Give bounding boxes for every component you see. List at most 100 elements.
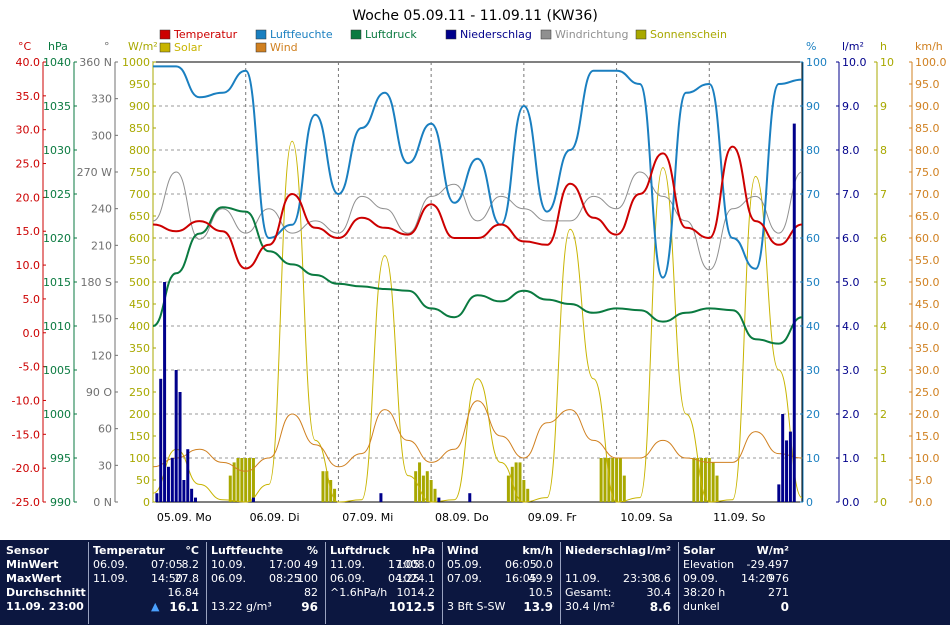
legend-swatch bbox=[159, 29, 171, 40]
durchschnitt-label: Durchschnitt bbox=[6, 586, 86, 599]
legend-label: Wind bbox=[270, 41, 298, 54]
wind-unit: km/h bbox=[522, 544, 553, 557]
axis-tick-label: 1025 bbox=[43, 188, 71, 201]
temperatur-cell-v: 16.1 bbox=[169, 600, 199, 614]
axis-tick-label: 60.0 bbox=[915, 232, 940, 245]
sunshine-bar bbox=[510, 466, 514, 502]
solar-row: dunkel 0 bbox=[683, 600, 792, 614]
luftfeuchte-row: 13.22 g/m³ 96 bbox=[211, 600, 321, 614]
niederschlag-row bbox=[565, 558, 674, 572]
solar-cell-a: Elevation bbox=[683, 558, 735, 571]
axis-unit: hPa bbox=[48, 40, 68, 53]
axis-tick-label: 850 bbox=[129, 122, 150, 135]
axis-tick-label: 0 bbox=[806, 496, 813, 509]
axis-unit: W/m² bbox=[128, 40, 158, 53]
luftdruck-cell-v: 1024.1 bbox=[396, 572, 436, 585]
luftfeuchte-cell-v: 100 bbox=[297, 572, 318, 585]
solar-cell-a: 38:20 h bbox=[683, 586, 726, 599]
axis-tick-label: 8.0 bbox=[842, 144, 860, 157]
axis-tick-label: 0.0 bbox=[842, 496, 860, 509]
axis-tick-label: 100.0 bbox=[915, 56, 947, 69]
axis-tick-label: 2.0 bbox=[842, 408, 860, 421]
axis-tick-label: 3.0 bbox=[842, 364, 860, 377]
luftdruck-header-label: Luftdruck bbox=[330, 544, 390, 557]
precipitation-bar bbox=[251, 497, 255, 502]
solar-cell-a: 09.09. bbox=[683, 572, 718, 585]
axis-tick-label: 5.0 bbox=[23, 293, 41, 306]
wind-column: Wind km/h 05.09. 06:05 0.0 07.09. 16:05 49.9 10.… bbox=[447, 544, 556, 624]
sensor-header: Sensor bbox=[6, 544, 49, 557]
temperatur-cell-b: 07:05 bbox=[151, 558, 183, 571]
axis-tick-label: 0.0 bbox=[915, 496, 933, 509]
axis-tick-label: 350 bbox=[129, 342, 150, 355]
axis-tick-label: 3 bbox=[880, 364, 887, 377]
axis-tick-label: 25.0 bbox=[915, 386, 940, 399]
axis-tick-label: 10 bbox=[806, 452, 820, 465]
precipitation-bar bbox=[193, 497, 197, 502]
legend-swatch bbox=[159, 42, 171, 53]
precipitation-bar bbox=[166, 466, 170, 502]
axis-tick-label: 50 bbox=[806, 276, 820, 289]
axis-tick-label: 10 bbox=[880, 56, 894, 69]
niederschlag-cell-a: 30.4 l/m² bbox=[565, 600, 615, 613]
axis-tick-label: 50.0 bbox=[915, 276, 940, 289]
axis-tick-label: 300 bbox=[91, 129, 112, 142]
precipitation-bar bbox=[178, 392, 182, 502]
luftdruck-row: 1012.5 bbox=[330, 600, 438, 614]
sunshine-bar bbox=[236, 458, 240, 502]
temperatur-cell-a: 06.09. bbox=[93, 558, 128, 571]
legend-swatch bbox=[540, 29, 552, 40]
luftdruck-cell-v: 1008.0 bbox=[396, 558, 436, 571]
axis-tick-label: 30 bbox=[98, 459, 112, 472]
sunshine-bar bbox=[526, 488, 530, 502]
wind-row: 05.09. 06:05 0.0 bbox=[447, 558, 556, 572]
luftdruck-column: Luftdruck hPa 11.09. 17:05 1008.0 06.09. 04:25… bbox=[330, 544, 438, 624]
wind-cell-a: 07.09. bbox=[447, 572, 482, 585]
axis-tick-label: 7.0 bbox=[842, 188, 860, 201]
luftdruck-row: ^1.6hPa/h 1014.2 bbox=[330, 586, 438, 600]
axis-tick-label: 0.0 bbox=[23, 327, 41, 340]
day-label: 10.09. Sa bbox=[620, 511, 672, 524]
axis-unit: ° bbox=[104, 40, 110, 53]
sunshine-bar bbox=[599, 458, 603, 502]
axis-tick-label: 1020 bbox=[43, 232, 71, 245]
sunshine-bar bbox=[251, 458, 255, 502]
legend-label: Niederschlag bbox=[460, 28, 532, 41]
wind-cell-v: 0.0 bbox=[535, 558, 554, 571]
axis-tick-label: 120 bbox=[91, 349, 112, 362]
precipitation-bar bbox=[163, 282, 167, 502]
axis-tick-label: 270 W bbox=[77, 166, 112, 179]
axis-tick-label: 5 bbox=[880, 276, 887, 289]
legend-swatch bbox=[445, 29, 457, 40]
statistics-table: Sensor MinWert MaxWert Durchschnitt 11.0… bbox=[0, 540, 950, 625]
luftdruck-unit: hPa bbox=[411, 544, 435, 557]
niederschlag-header-label: Niederschlag bbox=[565, 544, 647, 557]
sensor-column: Sensor MinWert MaxWert Durchschnitt 11.0… bbox=[6, 544, 86, 624]
axis-tick-label: 360 N bbox=[79, 56, 112, 69]
temperatur-cell-v: 27.8 bbox=[174, 572, 200, 585]
axis-tick-label: 950 bbox=[129, 78, 150, 91]
legend-label: Solar bbox=[174, 41, 203, 54]
axis-tick-label: 0 N bbox=[93, 496, 112, 509]
axis-tick-label: 150 bbox=[91, 313, 112, 326]
wind-cell-v: 49.9 bbox=[528, 572, 554, 585]
axis-tick-label: 1005 bbox=[43, 364, 71, 377]
luftfeuchte-cell-b: 17:00 bbox=[269, 558, 301, 571]
wind-cell-b: 06:05 bbox=[505, 558, 537, 571]
axis-tick-label: 7 bbox=[880, 188, 887, 201]
axis-tick-label: 650 bbox=[129, 210, 150, 223]
luftdruck-cell-a: 06.09. bbox=[330, 572, 365, 585]
solar-column: Solar W/m² Elevation -29.497 09.09. 14:20 976 3… bbox=[683, 544, 792, 624]
solar-cell-b: 14:20 bbox=[741, 572, 773, 585]
axis-tick-label: 10.0 bbox=[842, 56, 867, 69]
axis-tick-label: 8 bbox=[880, 144, 887, 157]
solar-cell-v: 0 bbox=[780, 600, 789, 614]
axis-tick-label: 10.0 bbox=[915, 452, 940, 465]
sunshine-bar bbox=[618, 458, 622, 502]
temperatur-cell-b: ▲ bbox=[151, 600, 160, 613]
temperatur-column: Temperatur °C 06.09. 07:05 8.2 11.09. 14:50 27.… bbox=[93, 544, 202, 624]
luftfeuchte-column: Luftfeuchte% 10.09. 17:00 49 06.09. 08:25 100 8… bbox=[211, 544, 321, 624]
axis-tick-label: 550 bbox=[129, 254, 150, 267]
axis-unit: km/h bbox=[915, 40, 943, 53]
minwert-label: MinWert bbox=[6, 558, 59, 571]
